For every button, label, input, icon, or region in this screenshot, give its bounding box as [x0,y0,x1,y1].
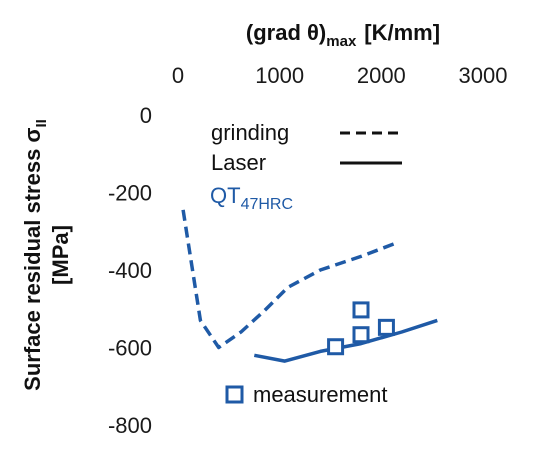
legend-label-grinding: grinding [211,120,289,145]
x-tick-label: 3000 [459,63,508,88]
y-axis-title-main: Surface residual stress σ [20,128,45,391]
measurement-point [377,318,395,336]
material-annotation-main: QT [210,183,241,208]
y-tick-label: -600 [108,336,152,361]
y-tick-label: -400 [108,258,152,283]
measurement-legend-marker [225,385,244,404]
series-layer [181,209,438,363]
x-tick-label: 1000 [255,63,304,88]
legend-label-laser: Laser [211,150,266,175]
series-line-grinding [181,209,398,350]
y-tick-label: -800 [108,413,152,438]
legend: grinding Laser [211,120,402,175]
series-measurement [327,301,395,356]
y-tick-label: 0 [140,103,152,128]
y-axis-title-unit: [MPa] [48,225,73,285]
material-annotation: QT47HRC [210,183,293,213]
x-axis-title-sub: max [326,33,357,50]
measurement-legend-label: measurement [253,382,388,407]
y-tick-label: -200 [108,181,152,206]
x-tick-labels: 0 1000 2000 3000 [172,63,508,88]
x-tick-label: 2000 [357,63,406,88]
y-axis-title-sub: II [33,119,50,127]
x-axis-title-main: (grad θ) [246,20,326,45]
measurement-point [352,326,370,344]
measurement-point [327,338,345,356]
measurement-point [352,301,370,319]
y-tick-labels: 0 -200 -400 -600 -800 [108,103,152,438]
x-axis-title-unit: [K/mm] [364,20,440,45]
x-axis-title: (grad θ)max [K/mm] [246,20,440,50]
x-tick-label: 0 [172,63,184,88]
series-line-laser [253,318,438,363]
material-annotation-sub: 47HRC [241,196,293,213]
y-axis-title: Surface residual stress σII [MPa] [20,119,73,391]
